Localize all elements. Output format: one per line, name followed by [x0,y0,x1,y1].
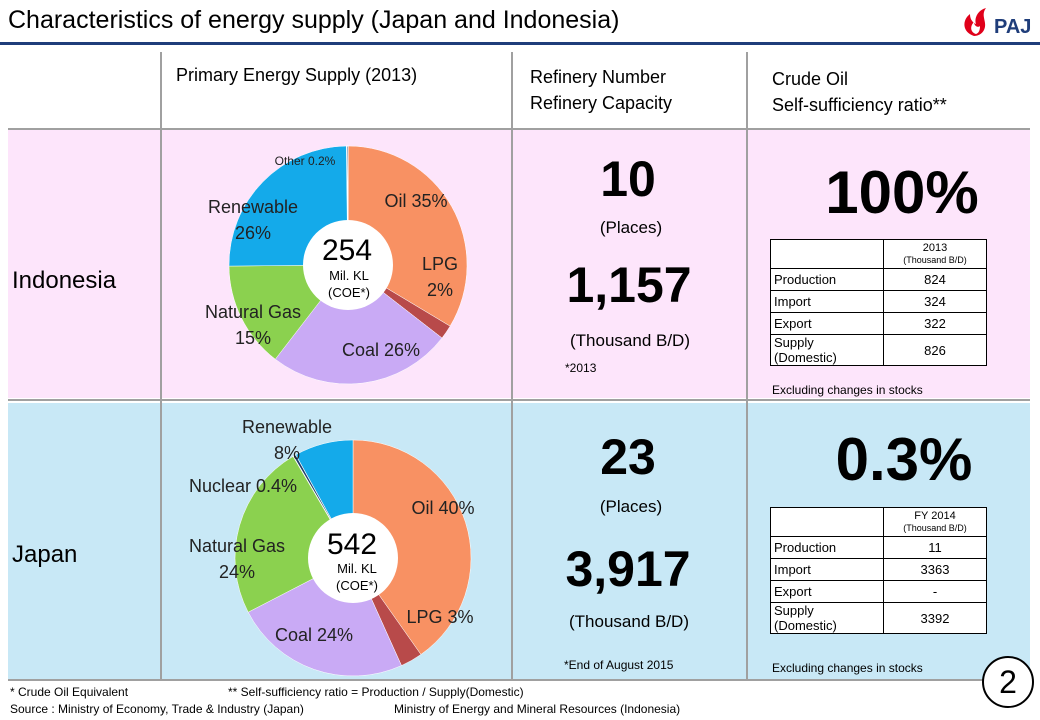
source-japan: Source : Ministry of Economy, Trade & In… [10,702,304,716]
table-row: Supply (Domestic) 826 [770,334,987,366]
table-row-value: 322 [883,312,987,335]
table-row-label: Production [770,268,884,291]
grid-line [511,52,513,679]
grid-line [8,128,1030,130]
table-header-unit: (Thousand B/D) [903,255,967,265]
table-row-label: Import [770,290,884,313]
row-label-indonesia: Indonesia [12,267,117,294]
table-row: Export - [770,580,987,603]
refinery-note-indonesia: *2013 [565,361,597,375]
column-header-line: Crude Oil [772,69,849,89]
table-row: Supply (Domestic) 3392 [770,602,987,634]
column-header-line: Refinery Capacity [530,93,673,113]
source-indonesia: Ministry of Energy and Mineral Resources… [394,702,681,716]
table-row-value: - [883,580,987,603]
refinery-number-japan: 23 [600,429,656,485]
table-header-year: FY 2014 [914,510,956,522]
table-row-value: 324 [883,290,987,313]
logo-text: PAJ [994,16,1031,38]
table-row-value: 824 [883,268,987,291]
table-row: Import 324 [770,290,987,313]
table-row-value: 11 [883,536,987,559]
grid-line [746,52,748,679]
refinery-capacity-unit: (Thousand B/D) [570,331,690,350]
column-header-primary: Primary Energy Supply (2013) [176,65,418,85]
supply-balance-table-indonesia: 2013 (Thousand B/D) Production 824 Import 3… [770,239,987,366]
grid-line [8,399,1030,401]
table-row-label: Export [770,312,884,335]
table-header-row: FY 2014 (Thousand B/D) [770,507,987,537]
refinery-number-unit: (Places) [599,218,663,237]
self-sufficiency-japan: 0.3% [835,426,973,493]
paj-logo: PAJ [964,8,1031,38]
table-row-label: Supply (Domestic) [770,602,884,634]
refinery-note-japan: *End of August 2015 [564,658,674,672]
row-label-japan: Japan [12,541,78,568]
table-header-unit: (Thousand B/D) [903,523,967,533]
supply-balance-table-japan: FY 2014 (Thousand B/D) Production 11 Impor… [770,507,987,634]
page-title: Characteristics of energy supply (Japan … [8,6,620,34]
table-row-label: Import [770,558,884,581]
refinery-capacity-unit: (Thousand B/D) [569,612,689,631]
table-header-year: 2013 [922,242,948,254]
table-note-indonesia: Excluding changes in stocks [772,383,923,397]
title-underline [0,42,1040,45]
table-row-label: Supply (Domestic) [770,334,884,366]
table-row-label: Production [770,536,884,559]
grid-line [8,679,1030,681]
table-header-cell: FY 2014 (Thousand B/D) [883,507,987,537]
refinery-capacity-japan: 3,917 [565,541,691,597]
table-row: Production 11 [770,536,987,559]
refinery-capacity-indonesia: 1,157 [566,257,692,313]
table-header-cell: 2013 (Thousand B/D) [883,239,987,269]
table-row-label: Export [770,580,884,603]
grid-line [160,52,162,679]
table-corner-cell [770,239,884,269]
refinery-number-unit: (Places) [599,497,663,516]
table-row-value: 826 [883,334,987,366]
flame-icon [964,8,986,36]
refinery-number-indonesia: 10 [600,151,656,207]
table-row: Production 824 [770,268,987,291]
table-row: Export 322 [770,312,987,335]
self-sufficiency-indonesia: 100% [825,159,979,226]
column-header-line: Refinery Number [530,67,667,87]
footnote-ratio: ** Self-sufficiency ratio = Production /… [228,685,524,699]
page-number: 2 [982,656,1034,708]
table-row: Import 3363 [770,558,987,581]
table-row-value: 3363 [883,558,987,581]
table-note-japan: Excluding changes in stocks [772,661,923,675]
column-header-refinery: Refinery Number Refinery Capacity [530,64,672,116]
table-corner-cell [770,507,884,537]
column-header-line: Self-sufficiency ratio** [772,95,947,115]
table-row-value: 3392 [883,602,987,634]
table-header-row: 2013 (Thousand B/D) [770,239,987,269]
column-header-crude: Crude Oil Self-sufficiency ratio** [772,66,947,118]
footnote-coe: * Crude Oil Equivalent [10,685,129,699]
